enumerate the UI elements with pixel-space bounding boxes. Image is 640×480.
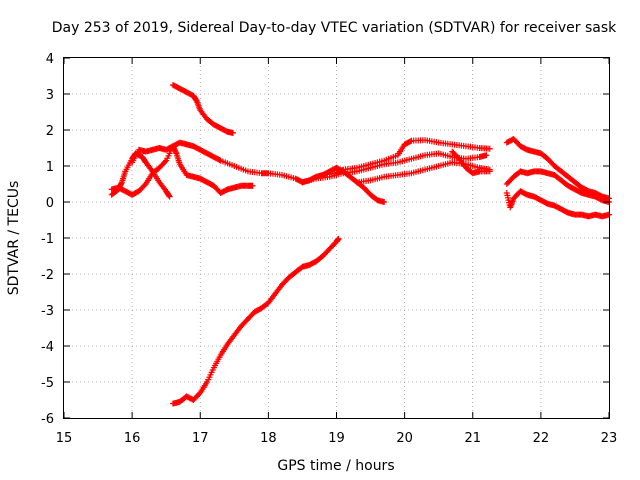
- data-point: [381, 199, 388, 205]
- y-tick-label: -1: [41, 232, 54, 247]
- y-tick-label: -3: [41, 304, 54, 319]
- y-tick-label: 2: [46, 124, 54, 139]
- x-tick-label: 23: [601, 431, 618, 446]
- data-series: [108, 82, 612, 407]
- data-point: [249, 182, 256, 189]
- x-tick-label: 17: [192, 431, 209, 446]
- series-track-a: [170, 82, 236, 136]
- x-tick-label: 20: [396, 431, 413, 446]
- plot-frame: [63, 57, 610, 419]
- data-point: [483, 152, 490, 159]
- series-track-g: [319, 137, 493, 178]
- series-track-i: [449, 148, 493, 177]
- y-tick-label: 3: [46, 88, 54, 103]
- series-track-j: [503, 136, 612, 202]
- data-point: [229, 129, 236, 136]
- x-tick-label: 21: [464, 431, 481, 446]
- x-tick-label: 22: [533, 431, 550, 446]
- data-point: [162, 158, 169, 165]
- x-tick-label: 19: [328, 431, 345, 446]
- grid-lines: [64, 58, 609, 418]
- series-track-e: [129, 143, 256, 196]
- x-tick-label: 16: [124, 431, 141, 446]
- x-tick-label: 15: [56, 431, 73, 446]
- x-axis-label: GPS time / hours: [277, 458, 394, 474]
- y-tick-label: -2: [41, 268, 54, 283]
- y-tick-labels: -6 -5 -4 -3 -2 -1 0 1 2 3 4: [41, 52, 54, 427]
- y-tick-label: 4: [46, 52, 54, 67]
- y-tick-label: -6: [41, 412, 54, 427]
- axis-ticks: [63, 57, 610, 419]
- data-point: [486, 168, 493, 175]
- y-axis-label: SDTVAR / TECUs: [6, 181, 22, 296]
- data-point: [486, 145, 493, 152]
- x-tick-labels: 15 16 17 18 19 20 21 22 23: [56, 431, 618, 446]
- data-point: [166, 193, 173, 200]
- series-track-b: [170, 235, 342, 407]
- y-tick-label: -5: [41, 376, 54, 391]
- y-tick-label: -4: [41, 340, 54, 355]
- y-tick-label: 1: [46, 160, 54, 175]
- data-point: [335, 235, 342, 242]
- series-track-k: [503, 168, 612, 205]
- series-track-l: [503, 188, 612, 220]
- x-tick-label: 18: [260, 431, 277, 446]
- chart-title: Day 253 of 2019, Sidereal Day-to-day VTE…: [52, 20, 617, 36]
- y-tick-label: 0: [46, 196, 54, 211]
- series-track-d: [108, 139, 490, 198]
